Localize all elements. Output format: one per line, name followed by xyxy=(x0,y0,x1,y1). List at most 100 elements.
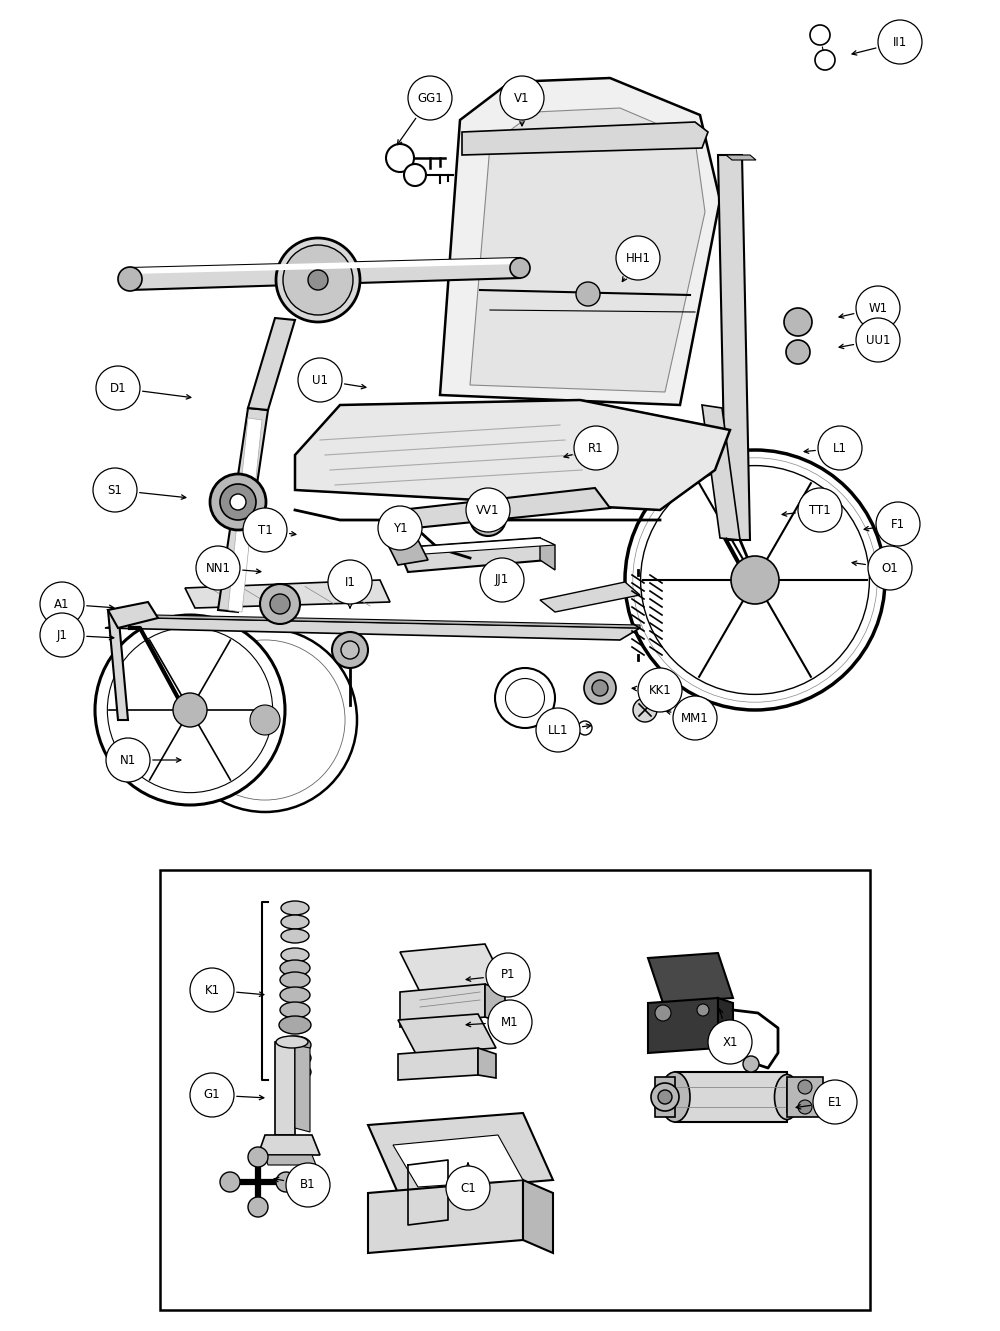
Circle shape xyxy=(576,282,600,306)
Circle shape xyxy=(786,339,810,363)
Polygon shape xyxy=(248,318,295,410)
Text: E1: E1 xyxy=(828,1095,842,1109)
Circle shape xyxy=(480,558,524,602)
Polygon shape xyxy=(400,488,610,528)
Circle shape xyxy=(260,584,300,624)
Ellipse shape xyxy=(774,1074,800,1119)
Circle shape xyxy=(446,1166,490,1210)
Circle shape xyxy=(185,640,345,800)
Ellipse shape xyxy=(660,1071,690,1122)
Text: P1: P1 xyxy=(501,969,515,981)
Text: HH1: HH1 xyxy=(626,252,650,265)
Text: R1: R1 xyxy=(588,442,604,454)
Ellipse shape xyxy=(279,1049,311,1067)
Polygon shape xyxy=(655,1077,675,1117)
Polygon shape xyxy=(675,1071,787,1122)
Circle shape xyxy=(276,1173,296,1193)
Polygon shape xyxy=(275,1042,295,1135)
Text: II1: II1 xyxy=(893,36,907,48)
Polygon shape xyxy=(787,1082,815,1111)
Text: D1: D1 xyxy=(110,382,126,394)
Text: KK1: KK1 xyxy=(649,684,671,696)
Circle shape xyxy=(658,1090,672,1103)
Text: NN1: NN1 xyxy=(206,562,230,575)
Polygon shape xyxy=(470,108,705,393)
Circle shape xyxy=(386,144,414,172)
Circle shape xyxy=(210,474,266,530)
Circle shape xyxy=(404,164,426,186)
Text: A1: A1 xyxy=(54,598,70,611)
Text: C1: C1 xyxy=(460,1182,476,1194)
Text: GG1: GG1 xyxy=(417,92,443,105)
Polygon shape xyxy=(648,998,718,1053)
Polygon shape xyxy=(398,1014,496,1054)
Circle shape xyxy=(743,1055,759,1071)
Circle shape xyxy=(96,366,140,410)
Circle shape xyxy=(818,426,862,470)
Polygon shape xyxy=(130,258,520,274)
Text: JJ1: JJ1 xyxy=(495,574,509,587)
Text: S1: S1 xyxy=(108,483,122,496)
Circle shape xyxy=(341,642,359,659)
Circle shape xyxy=(878,20,922,64)
Ellipse shape xyxy=(280,960,310,976)
Polygon shape xyxy=(718,154,750,540)
Polygon shape xyxy=(398,1047,478,1079)
Polygon shape xyxy=(265,1155,316,1165)
Circle shape xyxy=(536,708,580,752)
Circle shape xyxy=(876,502,920,546)
Circle shape xyxy=(173,693,207,727)
Circle shape xyxy=(798,488,842,532)
Circle shape xyxy=(276,238,360,322)
Ellipse shape xyxy=(280,972,310,988)
Circle shape xyxy=(173,628,357,812)
Circle shape xyxy=(495,668,555,728)
Polygon shape xyxy=(478,1047,496,1078)
Polygon shape xyxy=(368,1113,553,1193)
Circle shape xyxy=(500,76,544,120)
Circle shape xyxy=(190,968,234,1012)
Polygon shape xyxy=(228,418,262,612)
Circle shape xyxy=(810,25,830,45)
Circle shape xyxy=(584,672,616,704)
Ellipse shape xyxy=(276,1036,308,1047)
Circle shape xyxy=(308,270,328,290)
Text: J1: J1 xyxy=(57,628,67,642)
Circle shape xyxy=(230,494,246,510)
Ellipse shape xyxy=(279,1036,311,1054)
Circle shape xyxy=(248,1197,268,1217)
Circle shape xyxy=(655,1005,671,1021)
Polygon shape xyxy=(718,998,733,1053)
Polygon shape xyxy=(295,401,730,510)
Ellipse shape xyxy=(281,929,309,942)
Polygon shape xyxy=(108,610,128,720)
Polygon shape xyxy=(393,1135,523,1187)
Circle shape xyxy=(332,632,368,668)
Text: V1: V1 xyxy=(514,92,530,105)
Text: TT1: TT1 xyxy=(809,503,831,516)
Circle shape xyxy=(220,484,256,520)
Polygon shape xyxy=(398,538,555,555)
Polygon shape xyxy=(540,582,640,612)
Polygon shape xyxy=(105,618,640,640)
Circle shape xyxy=(625,450,885,709)
Circle shape xyxy=(673,696,717,740)
Circle shape xyxy=(196,546,240,590)
Text: T1: T1 xyxy=(258,523,272,536)
Circle shape xyxy=(486,953,530,997)
Text: O1: O1 xyxy=(882,562,898,575)
Text: VV1: VV1 xyxy=(476,503,500,516)
Text: I1: I1 xyxy=(345,575,355,588)
Circle shape xyxy=(95,615,285,805)
Circle shape xyxy=(731,556,779,604)
Circle shape xyxy=(286,1163,330,1207)
Polygon shape xyxy=(523,1181,553,1252)
Circle shape xyxy=(578,721,592,735)
Circle shape xyxy=(243,508,287,552)
Polygon shape xyxy=(462,122,708,154)
Text: F1: F1 xyxy=(891,518,905,531)
Circle shape xyxy=(510,258,530,278)
Circle shape xyxy=(40,614,84,658)
Circle shape xyxy=(118,268,142,291)
Circle shape xyxy=(283,245,353,315)
